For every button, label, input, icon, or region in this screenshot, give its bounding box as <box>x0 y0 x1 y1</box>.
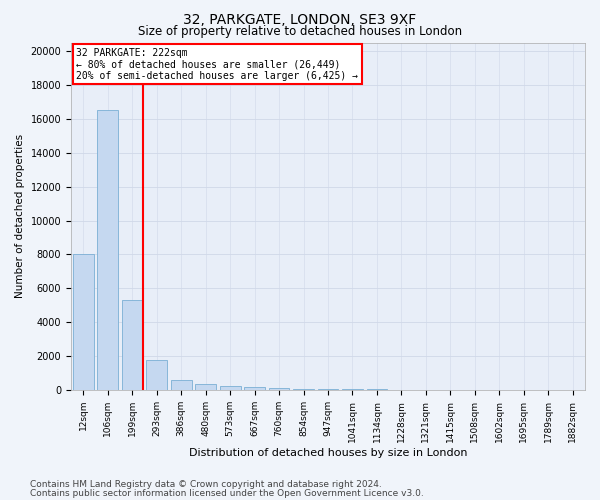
Bar <box>317 389 338 390</box>
Bar <box>146 360 167 390</box>
Text: 32, PARKGATE, LONDON, SE3 9XF: 32, PARKGATE, LONDON, SE3 9XF <box>184 12 416 26</box>
Bar <box>73 254 94 390</box>
Bar <box>269 388 289 390</box>
Text: 32 PARKGATE: 222sqm
← 80% of detached houses are smaller (26,449)
20% of semi-de: 32 PARKGATE: 222sqm ← 80% of detached ho… <box>76 48 358 81</box>
Bar <box>97 110 118 390</box>
Text: Contains public sector information licensed under the Open Government Licence v3: Contains public sector information licen… <box>30 488 424 498</box>
Bar <box>342 389 363 390</box>
Bar <box>171 380 191 390</box>
Bar <box>293 388 314 390</box>
Text: Contains HM Land Registry data © Crown copyright and database right 2024.: Contains HM Land Registry data © Crown c… <box>30 480 382 489</box>
Text: Size of property relative to detached houses in London: Size of property relative to detached ho… <box>138 25 462 38</box>
Y-axis label: Number of detached properties: Number of detached properties <box>15 134 25 298</box>
Bar <box>244 387 265 390</box>
Bar <box>220 386 241 390</box>
Bar <box>195 384 216 390</box>
Bar <box>122 300 143 390</box>
X-axis label: Distribution of detached houses by size in London: Distribution of detached houses by size … <box>189 448 467 458</box>
